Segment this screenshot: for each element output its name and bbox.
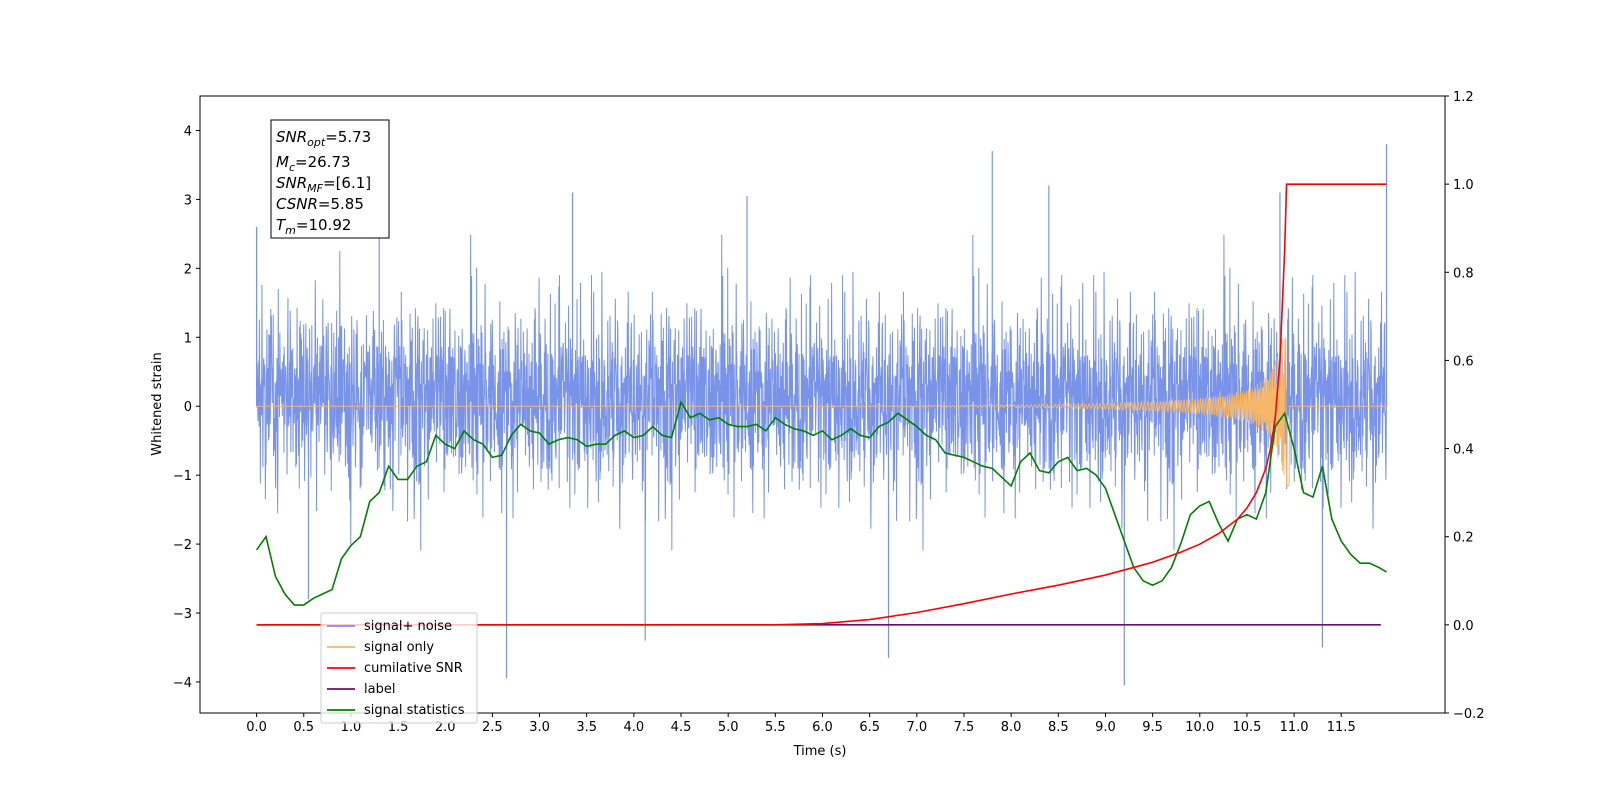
- legend-label: label: [364, 682, 395, 697]
- x-tick-label: 2.5: [482, 720, 503, 735]
- series-cumulative-snr-line: [256, 183, 1387, 626]
- x-tick-label: 11.5: [1327, 720, 1356, 735]
- legend-label: signal statistics: [364, 703, 465, 718]
- x-tick-label: 9.0: [1095, 720, 1116, 735]
- plot-layer: [255, 144, 1388, 686]
- x-tick-label: 7.0: [906, 720, 927, 735]
- y-axis-left: 4 3 2 1 0 −1 −2 −3 −4: [173, 124, 200, 691]
- legend-label: cumilative SNR: [364, 661, 463, 676]
- y-right-tick-label: 1.2: [1453, 90, 1474, 105]
- y-left-tick-label: −1: [173, 469, 192, 484]
- y-axis-label-left: Whitened strain: [150, 352, 165, 455]
- series-signal-only-line: [256, 337, 1387, 486]
- y-right-tick-label: −0.2: [1453, 707, 1485, 722]
- x-tick-label: 10.0: [1185, 720, 1214, 735]
- x-tick-label: 11.0: [1280, 720, 1309, 735]
- y-left-tick-label: −2: [173, 538, 192, 553]
- x-tick-label: 9.5: [1142, 720, 1163, 735]
- legend-frame: [320, 612, 478, 724]
- x-axis: 0.0 0.5 1.0 1.5 2.0 2.5 3.0 3.5 4.0 4.5 5.0 5.5 6.0 6…: [246, 713, 1356, 735]
- x-tick-label: 4.0: [624, 720, 645, 735]
- x-tick-label: 0.0: [246, 720, 267, 735]
- y-left-tick-label: 1: [184, 331, 192, 346]
- x-tick-label: 5.5: [765, 720, 786, 735]
- x-tick-label: 1.5: [388, 720, 409, 735]
- x-tick-label: 3.0: [529, 720, 550, 735]
- x-tick-label: 4.5: [671, 720, 692, 735]
- x-tick-label: 8.0: [1001, 720, 1022, 735]
- x-axis-label: Time (s): [793, 744, 847, 759]
- y-left-tick-label: −4: [173, 676, 192, 691]
- x-tick-label: 6.0: [812, 720, 833, 735]
- legend-label: signal only: [364, 640, 434, 655]
- info-box: SNRopt=5.73 Mc=26.73 SNRMF=[6.1] CSNR=5.…: [270, 119, 390, 239]
- y-left-tick-label: 2: [184, 262, 192, 277]
- x-tick-label: 1.0: [341, 720, 362, 735]
- x-tick-label: 8.5: [1048, 720, 1069, 735]
- x-tick-label: 0.5: [293, 720, 314, 735]
- y-left-tick-label: −3: [173, 607, 192, 622]
- x-tick-label: 7.5: [954, 720, 975, 735]
- x-tick-label: 2.0: [435, 720, 456, 735]
- y-axis-right: 1.2 1.0 0.8 0.6 0.4 0.2 0.0 −0.2: [1445, 90, 1485, 722]
- info-snr-mf: SNRMF=[6.1]: [276, 174, 371, 195]
- x-tick-label: 3.5: [576, 720, 597, 735]
- y-left-tick-label: 4: [184, 124, 192, 139]
- y-left-tick-label: 3: [184, 193, 192, 208]
- y-right-tick-label: 0.6: [1453, 354, 1474, 369]
- x-tick-label: 5.0: [718, 720, 739, 735]
- info-tm: Tm=10.92: [276, 216, 351, 237]
- series-signal-noise-line: [256, 234, 1388, 551]
- y-right-tick-label: 0.8: [1453, 266, 1474, 281]
- info-csnr: CSNR=5.85: [276, 195, 364, 213]
- info-mc: Mc=26.73: [276, 153, 351, 174]
- y-right-tick-label: 0.2: [1453, 531, 1474, 546]
- legend: signal+ noise signal only cumilative SNR la…: [320, 612, 478, 724]
- y-right-tick-label: 1.0: [1453, 178, 1474, 193]
- y-right-tick-label: 0.0: [1453, 619, 1474, 634]
- x-tick-label: 6.5: [859, 720, 880, 735]
- info-snr-opt: SNRopt=5.73: [276, 128, 371, 149]
- info-box-frame: [270, 119, 390, 239]
- y-right-tick-label: 0.4: [1453, 443, 1474, 458]
- y-left-tick-label: 0: [184, 400, 192, 415]
- legend-label: signal+ noise: [364, 619, 452, 634]
- series-signal-statistics-line: [255, 400, 1387, 606]
- x-tick-label: 10.5: [1232, 720, 1261, 735]
